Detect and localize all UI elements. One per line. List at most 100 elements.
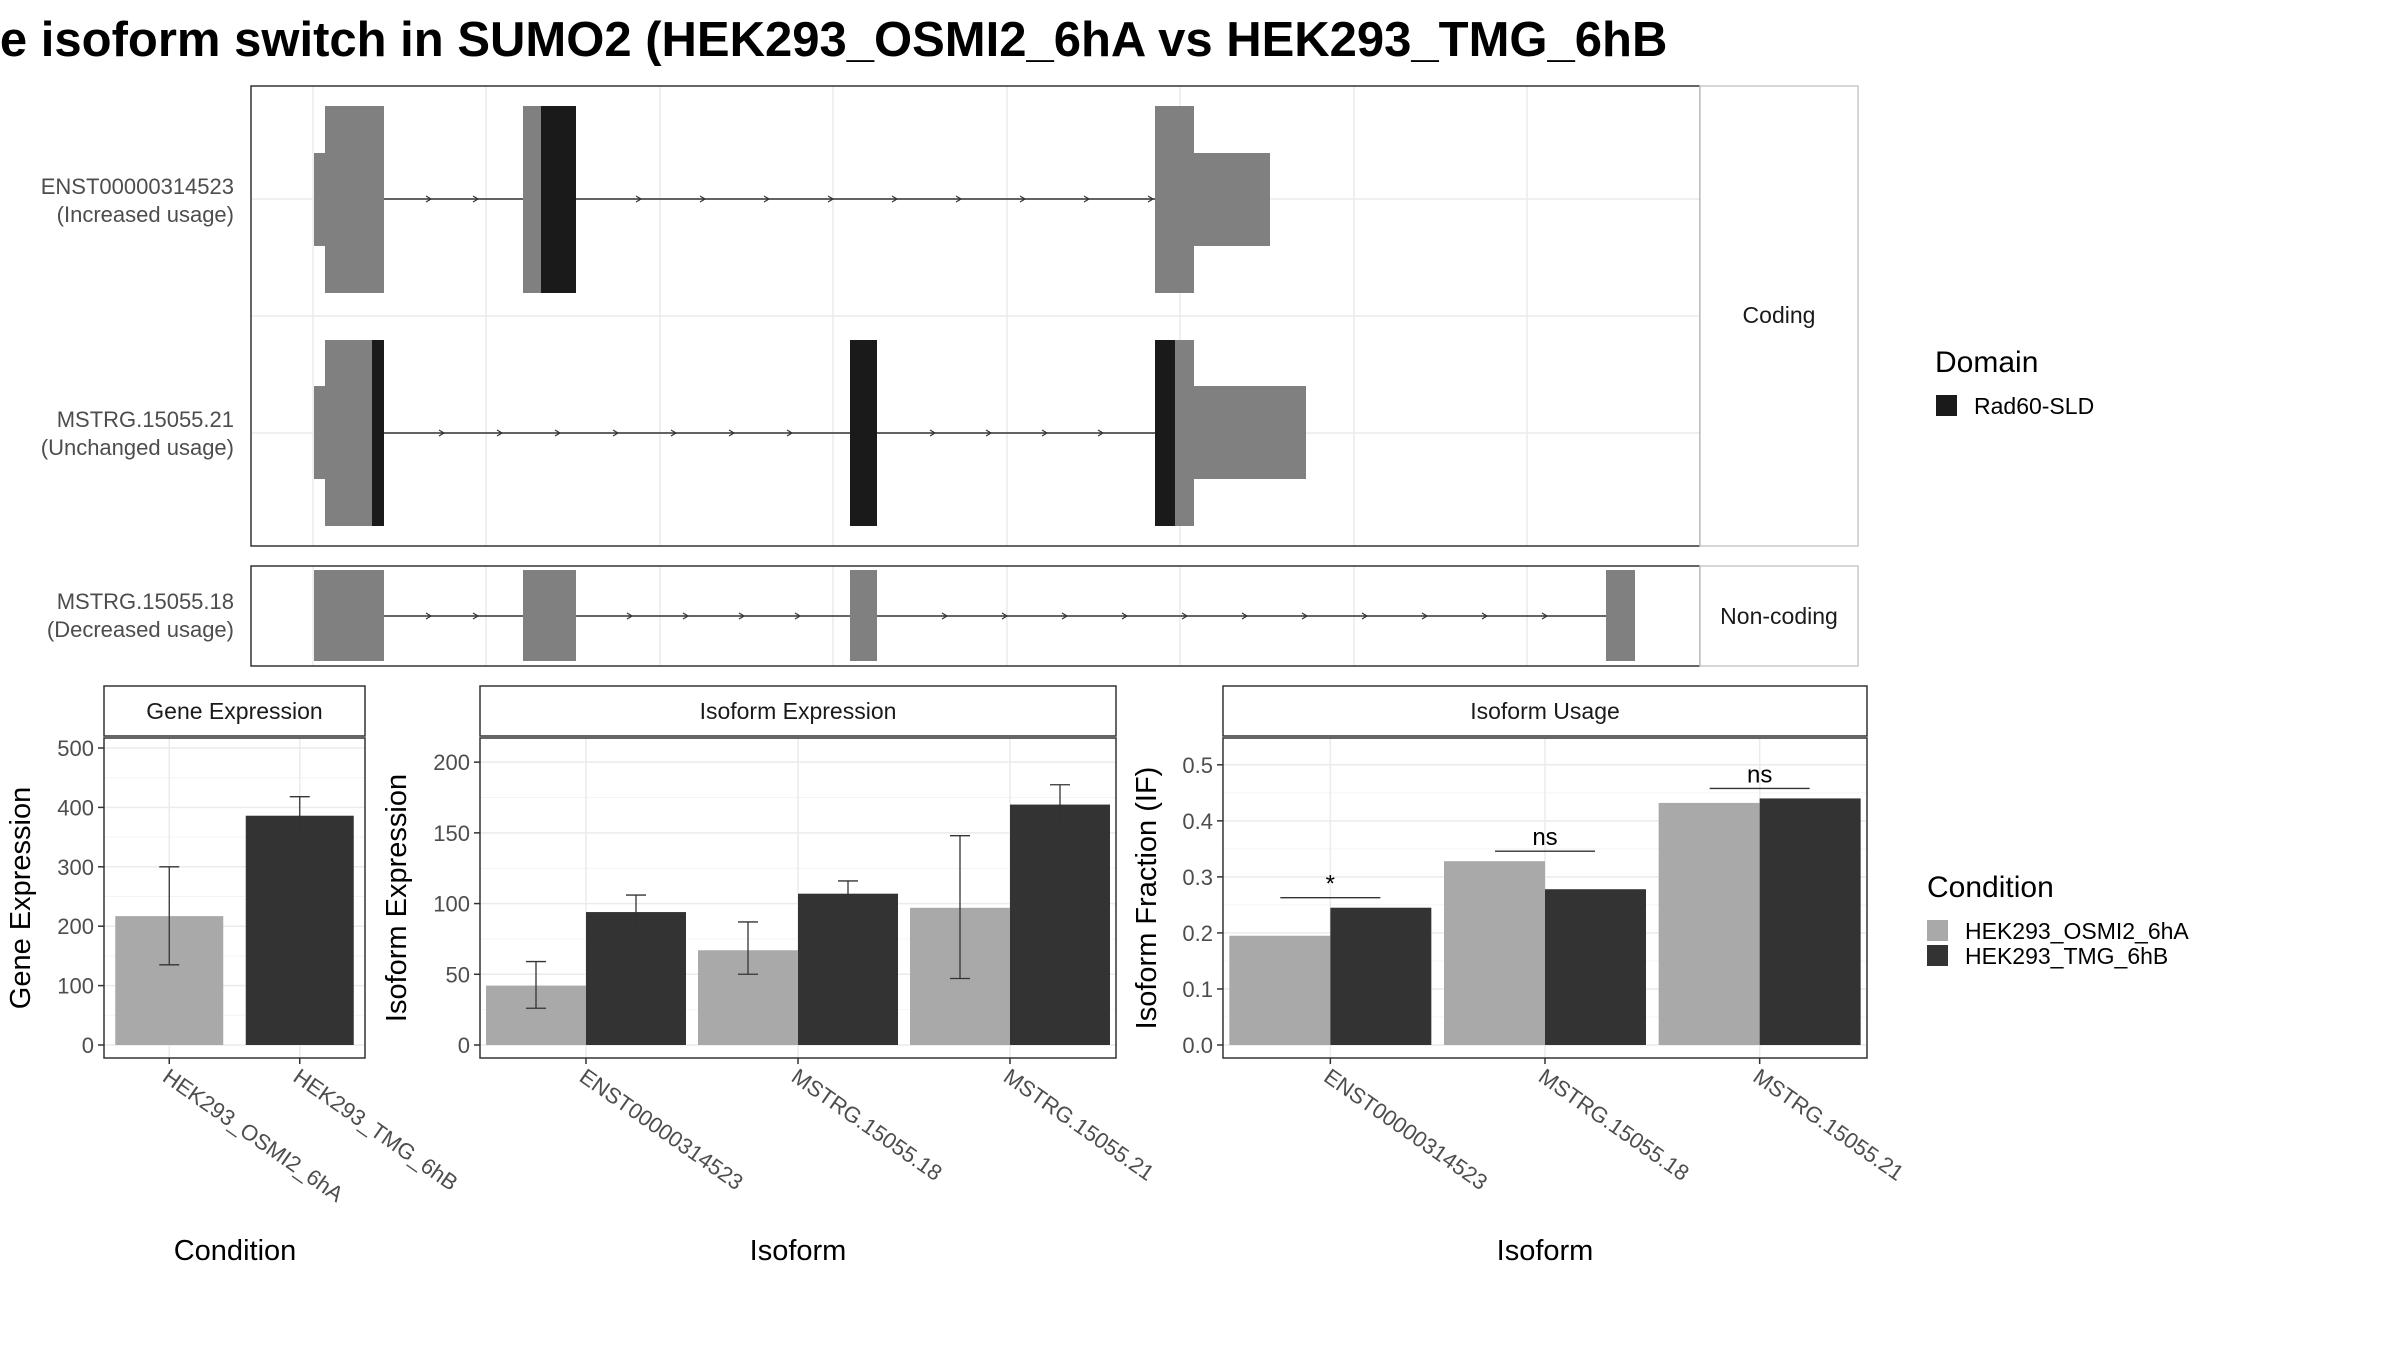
- y-tick-label: 0.5: [1182, 753, 1213, 778]
- bar: [245, 815, 354, 1045]
- domain-legend-key: [1936, 395, 1957, 416]
- facet-strip-coding: [1699, 85, 1859, 547]
- y-axis-label: Gene Expression: [5, 787, 37, 1009]
- chart-isoform-expression: 0 50 100 150 200 Isoform Expression ENST000003…: [381, 685, 1159, 1267]
- y-tick-label: 0.3: [1182, 865, 1213, 890]
- facet-label-coding: Coding: [1743, 302, 1816, 328]
- y-tick-label: 0: [82, 1033, 94, 1058]
- x-tick-label: MSTRG.15055.18: [1534, 1064, 1694, 1186]
- exon: [1175, 340, 1194, 526]
- chart-title-strip: [1222, 685, 1868, 737]
- isoform-label-id: MSTRG.15055.18: [57, 589, 234, 614]
- y-tick-label: 0.4: [1182, 809, 1213, 834]
- significance-label: *: [1326, 871, 1335, 898]
- intron-arrows: [425, 195, 1155, 203]
- exon: [1155, 106, 1194, 293]
- x-axis-label: Isoform: [1497, 1235, 1594, 1267]
- x-tick-label: ENST00000314523: [1319, 1064, 1492, 1195]
- y-tick-label: 150: [433, 821, 470, 846]
- bar: [1444, 861, 1545, 1045]
- transcript-MSTRG.15055.18: [314, 570, 1635, 661]
- exon: [325, 106, 384, 293]
- condition-legend: Condition HEK293_OSMI2_6hA HEK293_TMG_6h…: [1927, 871, 2189, 969]
- y-tick-label: 0: [458, 1033, 470, 1058]
- condition-legend-key-a: [1927, 920, 1948, 941]
- domain-legend-label: Rad60-SLD: [1974, 393, 2094, 419]
- structure-panel-coding: Coding: [250, 85, 1859, 547]
- facet-label-noncoding: Non-coding: [1720, 603, 1838, 629]
- bar: [1658, 802, 1760, 1045]
- transcript-MSTRG.15055.21: [314, 340, 1306, 526]
- y-tick-label: 200: [57, 914, 94, 939]
- isoform-labels: ENST00000314523 (Increased usage) MSTRG.…: [41, 174, 234, 642]
- y-axis-label: Isoform Fraction (IF): [1131, 767, 1163, 1030]
- exon-domain-rad60-sld: [1155, 340, 1176, 526]
- condition-legend-title: Condition: [1927, 871, 2054, 904]
- domain-legend-title: Domain: [1935, 346, 2038, 379]
- figure-title: he isoform switch in SUMO2 (HEK293_OSMI2…: [0, 13, 1667, 67]
- exon-utr: [1193, 386, 1306, 479]
- exon-utr: [314, 153, 326, 246]
- y-tick-label: 0.0: [1182, 1033, 1213, 1058]
- isoform-label-usage: (Unchanged usage): [41, 435, 234, 460]
- y-tick-label: 50: [446, 962, 470, 987]
- bar: [1010, 804, 1110, 1045]
- significance-label: ns: [1747, 761, 1772, 788]
- y-tick-label: 100: [433, 892, 470, 917]
- condition-legend-label-a: HEK293_OSMI2_6hA: [1965, 918, 2189, 944]
- chart-title-strip: [103, 685, 366, 737]
- intron-arrows: [425, 612, 1549, 620]
- bar: [1330, 907, 1432, 1045]
- isoform-label-id: ENST00000314523: [41, 174, 234, 199]
- exon-domain-rad60-sld: [372, 340, 384, 526]
- bar: [586, 912, 686, 1045]
- chart-isoform-usage: 0.0 0.1 0.2 0.3 0.4 0.5 * ns ns Isoform Usage ENST…: [1131, 685, 1909, 1267]
- y-tick-label: 100: [57, 974, 94, 999]
- x-axis-label: Condition: [174, 1235, 297, 1267]
- exon-domain-rad60-sld: [850, 340, 877, 526]
- intron-arrows: [438, 429, 1105, 437]
- y-tick-label: 0.1: [1182, 977, 1213, 1002]
- y-tick-label: 300: [57, 855, 94, 880]
- exon-utr: [1193, 153, 1270, 246]
- y-tick-label: 200: [433, 750, 470, 775]
- x-tick-label: ENST00000314523: [575, 1064, 748, 1195]
- x-tick-label: MSTRG.15055.18: [787, 1064, 947, 1186]
- x-axis-label: Isoform: [750, 1235, 847, 1267]
- x-tick-label: MSTRG.15055.21: [999, 1064, 1159, 1186]
- y-tick-label: 500: [57, 736, 94, 761]
- isoform-label-usage: (Decreased usage): [47, 617, 234, 642]
- isoform-label-id: MSTRG.15055.21: [57, 407, 234, 432]
- chart-title: Isoform Usage: [1470, 698, 1620, 724]
- exon: [850, 570, 877, 661]
- chart-title: Gene Expression: [146, 698, 322, 724]
- significance-label: ns: [1532, 824, 1557, 851]
- domain-legend: Domain Rad60-SLD: [1935, 346, 2094, 419]
- bar: [1545, 889, 1646, 1045]
- x-tick-label: MSTRG.15055.21: [1749, 1064, 1909, 1186]
- exon: [1606, 570, 1635, 661]
- bar: [1229, 935, 1331, 1045]
- facet-strip-noncoding: [1699, 565, 1859, 667]
- exon-domain-rad60-sld: [541, 106, 576, 293]
- y-axis-label: Isoform Expression: [381, 774, 413, 1022]
- condition-legend-key-b: [1927, 945, 1948, 966]
- bar: [798, 893, 898, 1045]
- exon: [325, 340, 373, 526]
- exon: [523, 106, 541, 293]
- exon: [314, 570, 384, 661]
- chart-title-strip: [479, 685, 1117, 737]
- transcript-ENST00000314523: [314, 106, 1270, 293]
- isoform-label-usage: (Increased usage): [57, 202, 234, 227]
- plot-border: [103, 737, 366, 1059]
- y-tick-label: 400: [57, 795, 94, 820]
- structure-panel-noncoding: Non-coding: [250, 565, 1859, 667]
- bar: [1759, 798, 1861, 1045]
- exon: [523, 570, 576, 661]
- y-tick-label: 0.2: [1182, 921, 1213, 946]
- condition-legend-label-b: HEK293_TMG_6hB: [1965, 943, 2168, 969]
- chart-title: Isoform Expression: [700, 698, 897, 724]
- exon-utr: [314, 386, 326, 479]
